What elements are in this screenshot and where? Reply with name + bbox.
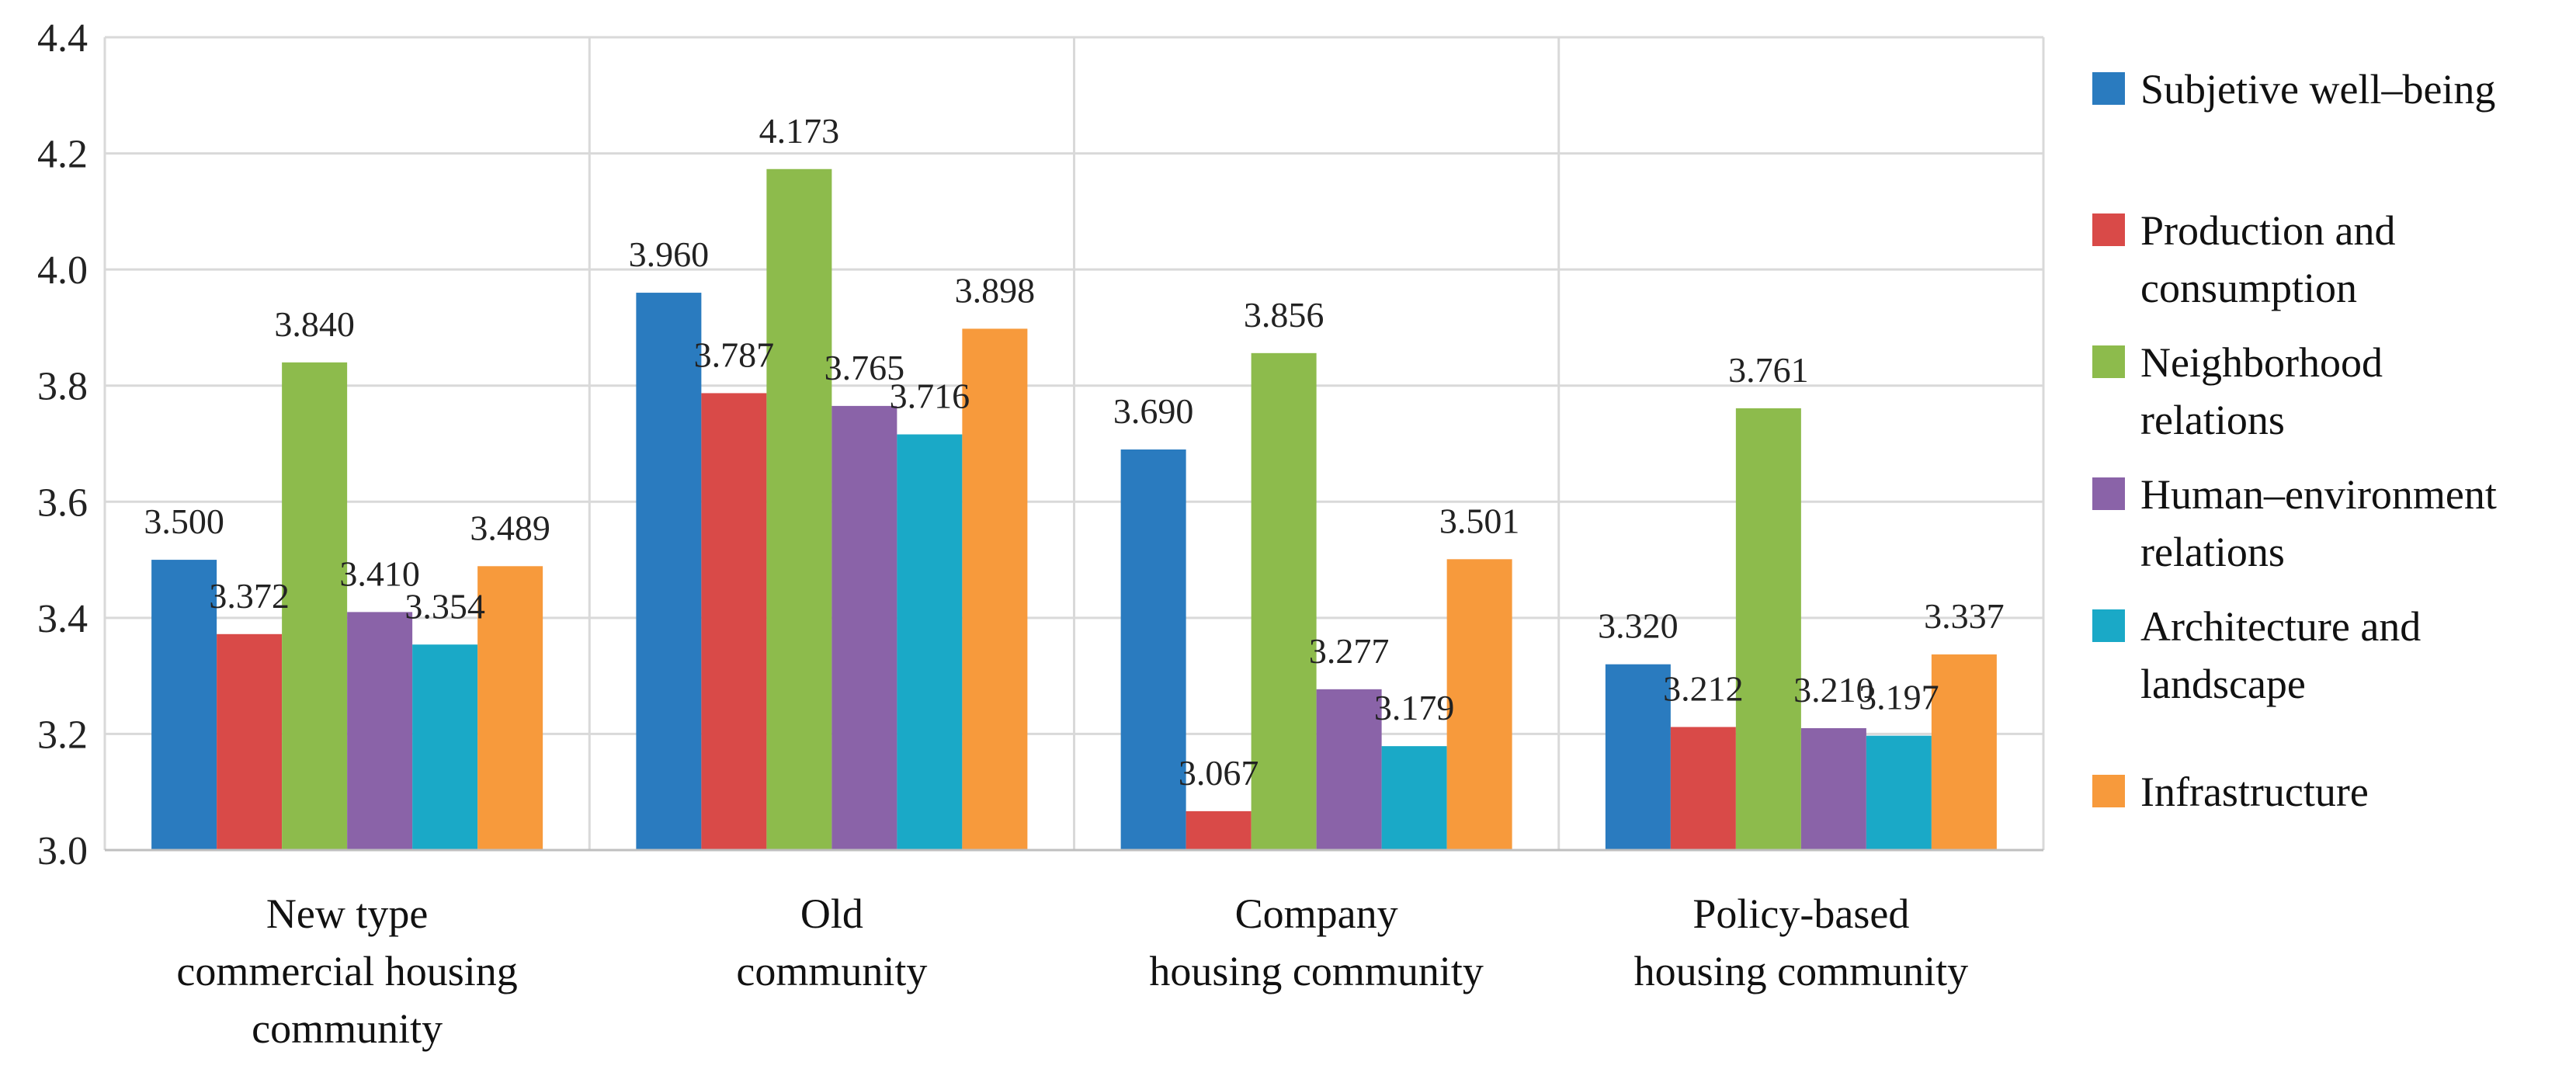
bar: [897, 434, 963, 850]
legend-swatch: [2092, 72, 2125, 105]
legend-entry: Subjetive well–being: [2140, 66, 2495, 113]
bar: [1800, 727, 1866, 850]
data-label: 3.761: [1728, 350, 1809, 390]
x-category-label: New type commercial housing community: [176, 890, 517, 1052]
bar: [477, 566, 543, 850]
data-label: 3.898: [955, 270, 1036, 310]
data-label: 3.489: [470, 508, 550, 547]
bar: [1316, 689, 1382, 850]
y-tick-label: 4.2: [37, 133, 88, 177]
axes: 3.0 3.2 3.4 3.6 3.8 4.0 4.2 4.4 New type commerci…: [37, 16, 2043, 1052]
data-label: 3.320: [1598, 606, 1679, 646]
bar: [1670, 727, 1736, 850]
bars: [151, 168, 1997, 851]
data-label: 3.212: [1663, 668, 1744, 708]
bar: [1186, 810, 1252, 850]
data-label: 3.856: [1244, 295, 1324, 335]
data-label: 3.277: [1309, 631, 1390, 671]
y-tick-label: 3.2: [37, 713, 88, 757]
bar: [962, 328, 1028, 850]
y-tick-label: 3.0: [37, 829, 88, 873]
data-label: 3.337: [1924, 596, 2005, 636]
data-label: 3.690: [1113, 391, 1194, 431]
x-category-label: Old community: [736, 890, 927, 994]
x-category-label: Policy-based housing community: [1634, 890, 1969, 994]
legend-swatch: [2092, 477, 2125, 510]
bar: [1866, 735, 1932, 850]
legend-entry: Infrastructure: [2140, 769, 2369, 815]
data-label: 3.840: [274, 304, 355, 344]
data-label: 3.787: [694, 335, 775, 374]
y-tick-label: 4.4: [37, 16, 88, 61]
legend-swatch: [2092, 609, 2125, 642]
data-label: 3.197: [1859, 678, 1939, 717]
data-label: 3.960: [629, 234, 710, 274]
data-label: 3.354: [404, 586, 485, 626]
y-tick-label: 3.8: [37, 365, 88, 409]
legend: Subjetive well–being Production and consum…: [2092, 66, 2497, 815]
data-label: 3.765: [825, 348, 905, 387]
data-label: 3.210: [1793, 670, 1874, 710]
bar: [347, 612, 413, 850]
bar: [701, 393, 767, 851]
data-label: 3.716: [890, 377, 970, 416]
bar: [217, 633, 283, 850]
data-label: 3.500: [144, 502, 224, 541]
legend-entry: Neighborhood relations: [2140, 339, 2383, 443]
data-label: 4.173: [759, 111, 840, 151]
legend-swatch: [2092, 213, 2125, 246]
y-tick-label: 4.0: [37, 248, 88, 293]
bar: [1605, 664, 1671, 850]
bar: [1120, 449, 1186, 850]
bar: [151, 560, 217, 850]
y-tick-label: 3.4: [37, 597, 88, 641]
bar: [1931, 654, 1997, 850]
bar: [636, 293, 702, 850]
data-label: 3.067: [1179, 753, 1259, 793]
legend-swatch: [2092, 775, 2125, 807]
bar: [412, 644, 478, 850]
bar: [831, 405, 897, 850]
data-label: 3.501: [1439, 501, 1520, 540]
x-category-label: Company housing community: [1149, 890, 1484, 994]
data-label: 3.410: [339, 554, 420, 593]
bar: [1381, 746, 1447, 850]
legend-entry: Production and consumption: [2140, 207, 2395, 311]
bar: [1735, 408, 1801, 850]
bar: [282, 362, 348, 850]
data-label: 3.179: [1374, 688, 1455, 727]
legend-swatch: [2092, 345, 2125, 378]
data-label: 3.372: [209, 576, 290, 616]
y-tick-label: 3.6: [37, 481, 88, 525]
bar: [766, 168, 832, 851]
bar: [1446, 559, 1512, 850]
legend-entry: Architecture and landscape: [2140, 603, 2421, 707]
bar: [1251, 352, 1317, 850]
legend-entry: Human–environment relations: [2140, 471, 2497, 575]
